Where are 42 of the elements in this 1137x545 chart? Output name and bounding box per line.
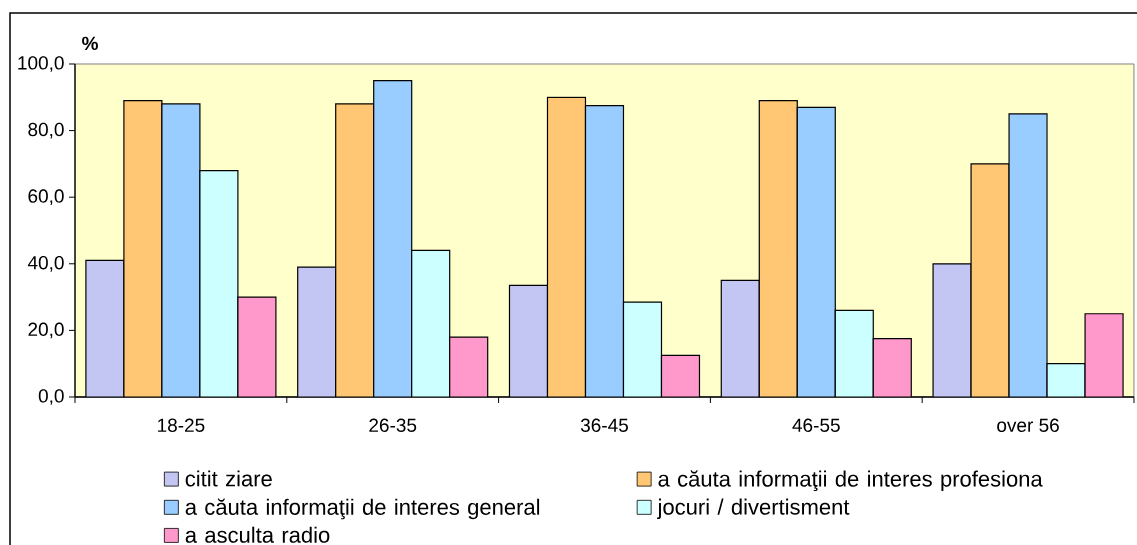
bar [873, 338, 912, 397]
bar [161, 103, 200, 397]
y-tick-label: 40,0 [27, 255, 64, 272]
y-tick-label: 100,0 [18, 56, 64, 72]
y-axis-title: % [82, 36, 98, 51]
bar [661, 355, 700, 397]
legend-label: citit ziare [185, 470, 272, 487]
y-tick-label: 60,0 [28, 189, 64, 206]
y-tick-label: 20,0 [28, 322, 64, 339]
bar [1008, 113, 1048, 397]
bar [835, 310, 874, 397]
bar [970, 163, 1010, 397]
x-tick-label: over 56 [997, 418, 1059, 432]
bar [1046, 363, 1086, 397]
legend-label: jocuri / divertisment [657, 498, 850, 520]
bar [335, 103, 374, 397]
bar [759, 100, 798, 397]
bar [123, 100, 162, 397]
bar [509, 285, 548, 397]
bar [623, 302, 662, 397]
x-tick-label: 26-35 [369, 418, 417, 432]
bar [797, 107, 836, 397]
bar [199, 170, 238, 397]
legend-label: a căuta informaţii de interes general [185, 498, 540, 520]
bar [721, 280, 760, 397]
bar [932, 263, 972, 397]
bar [585, 105, 624, 397]
x-tick-label: 36-45 [580, 418, 628, 432]
y-tick-label: 0,0 [38, 389, 64, 405]
legend-label: a asculta radio [185, 526, 330, 543]
bar [373, 80, 412, 397]
legend-label: a căuta informaţii de interes profesiona [658, 470, 1043, 492]
bar [449, 337, 488, 397]
bar [411, 250, 450, 397]
bar [1084, 313, 1124, 397]
bar [85, 260, 124, 397]
x-tick-label: 18-25 [158, 418, 205, 432]
bar [237, 297, 276, 397]
x-tick-label: 46-55 [792, 418, 840, 432]
y-tick-label: 80,0 [28, 122, 64, 139]
bar [297, 267, 336, 397]
bar [547, 97, 586, 397]
